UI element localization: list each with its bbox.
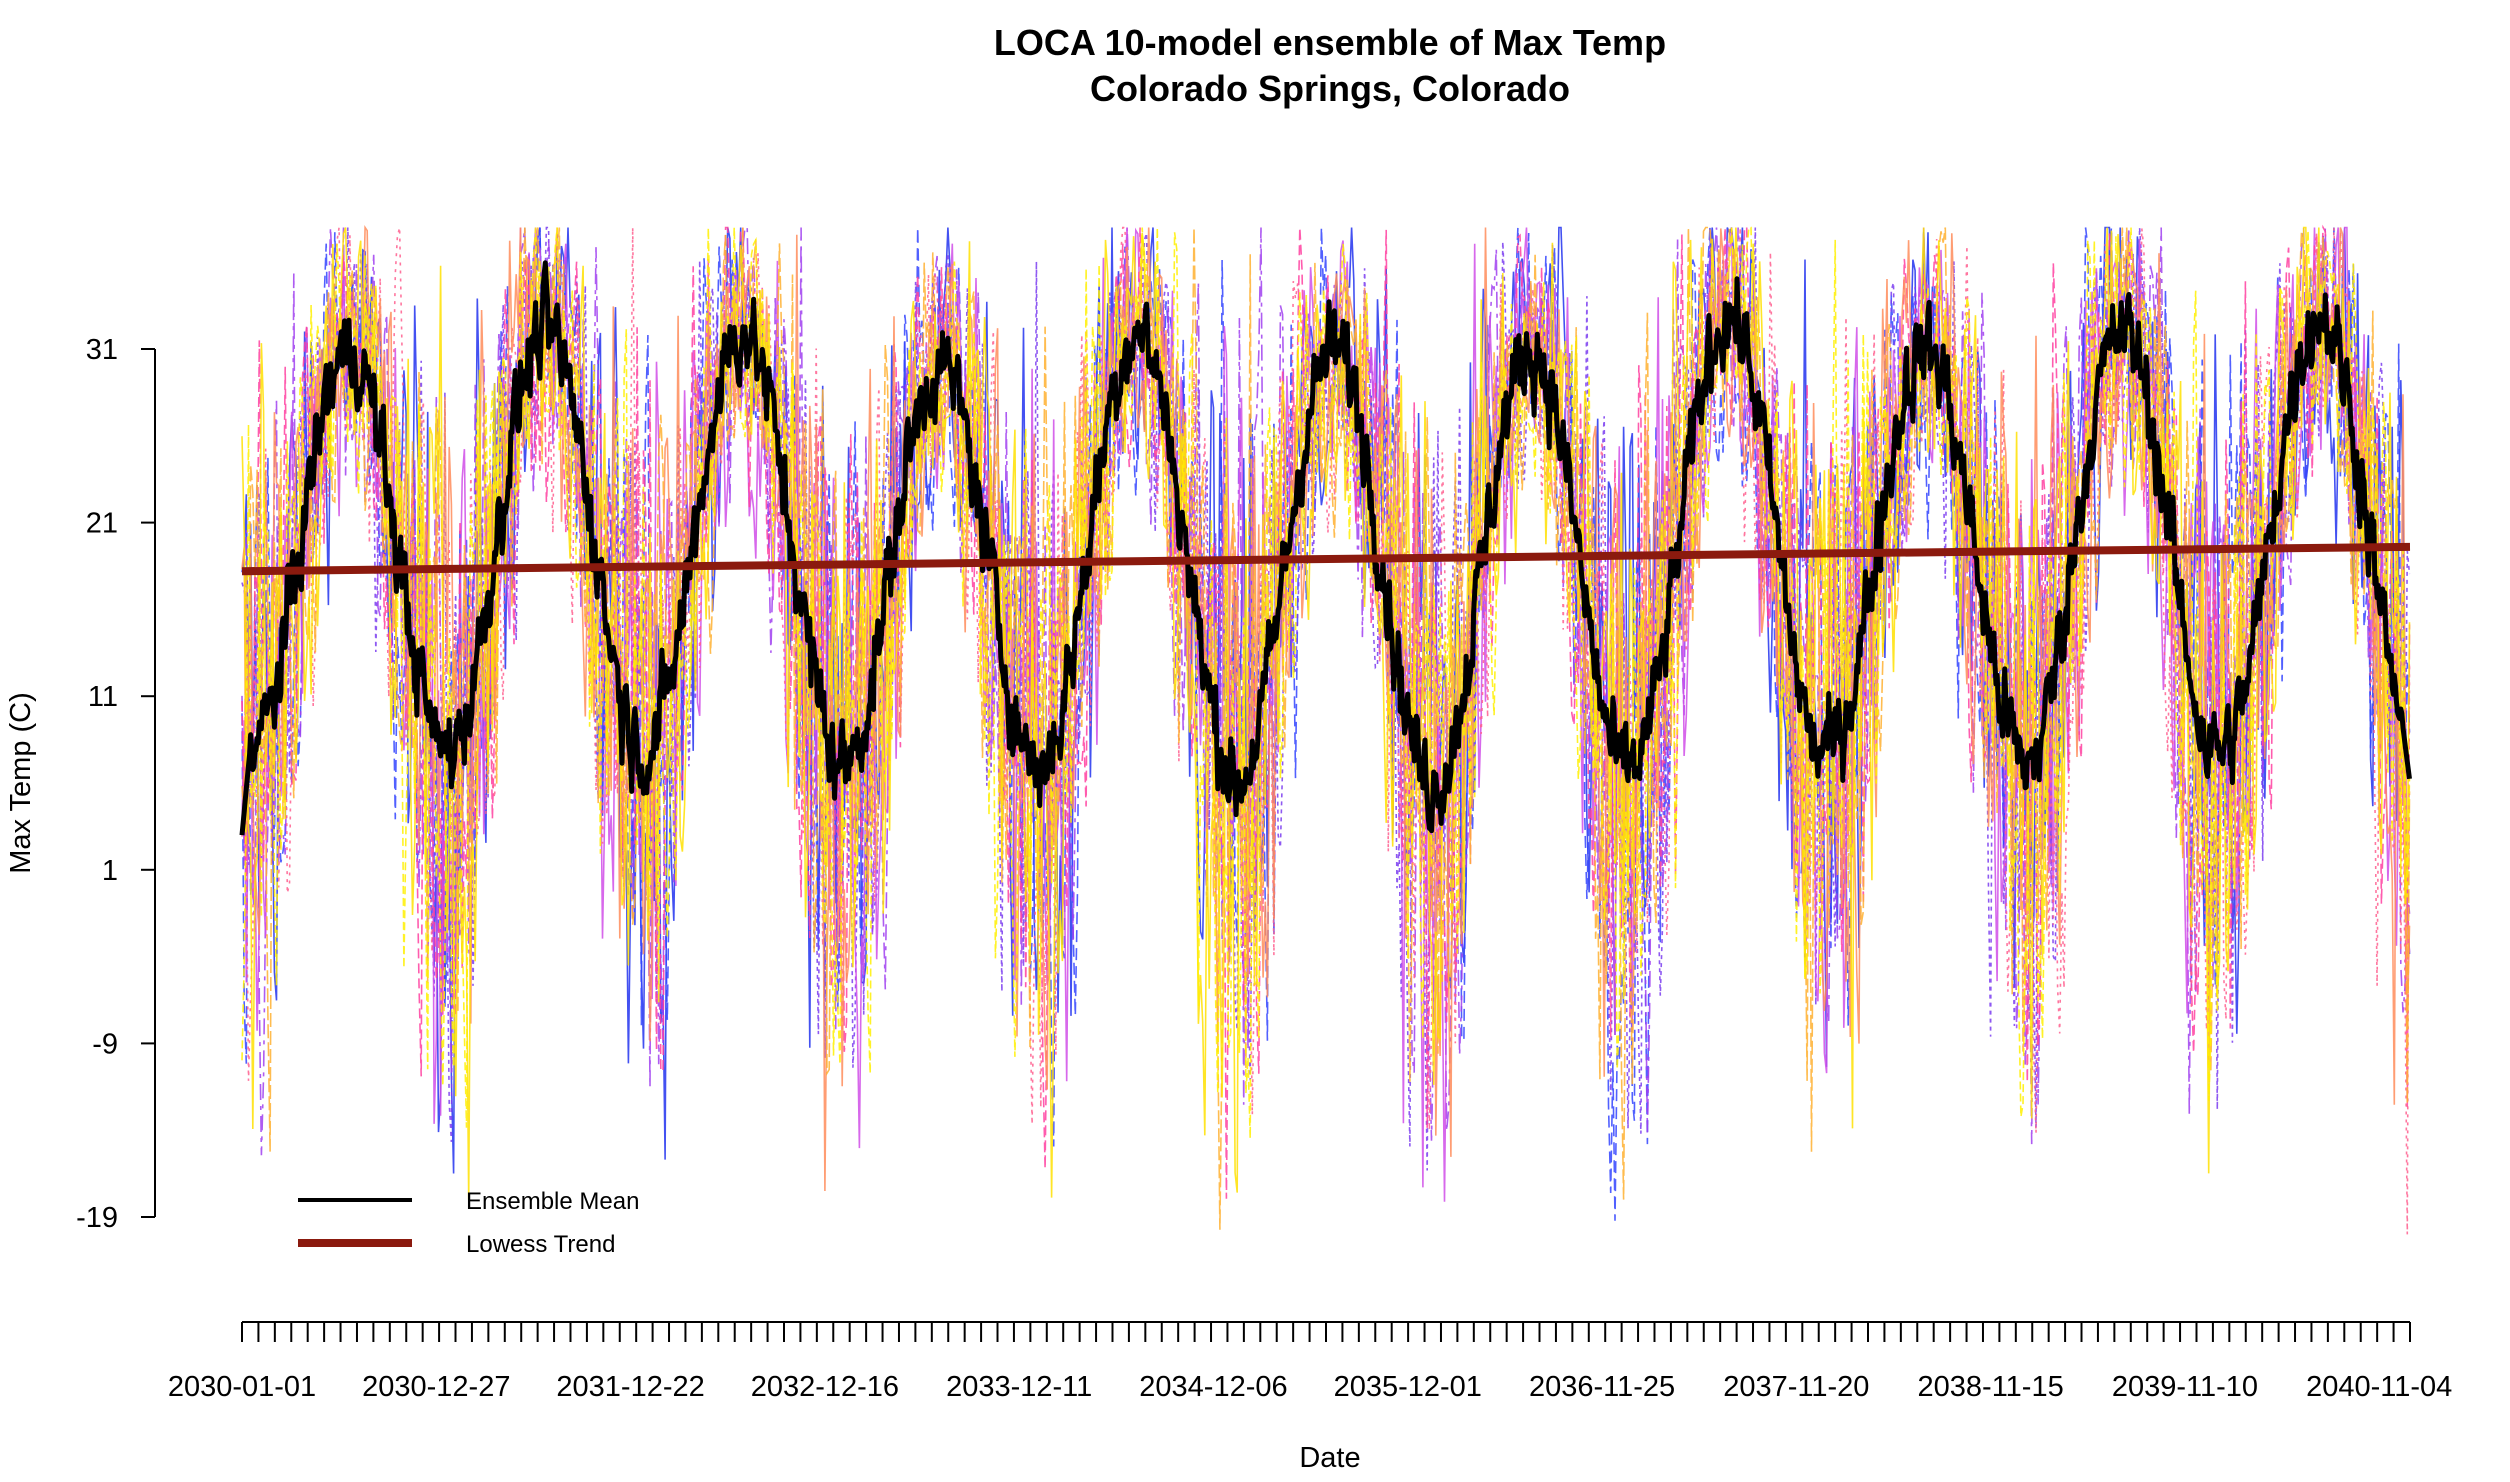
y-tick-label: 31 bbox=[86, 334, 118, 366]
y-tick-label: 1 bbox=[102, 855, 118, 887]
y-tick-label: -19 bbox=[76, 1202, 118, 1234]
x-tick-label: 2033-12-11 bbox=[946, 1371, 1092, 1403]
x-axis: 2030-01-01 2030-12-27 2031-12-22 2032-12-16… bbox=[168, 1321, 2452, 1403]
y-tick-label: 21 bbox=[86, 508, 118, 540]
ensemble-mean-line bbox=[239, 260, 2412, 836]
ensemble-mean-series bbox=[239, 260, 2412, 836]
x-tick-label: 2037-11-20 bbox=[1723, 1371, 1869, 1403]
x-tick-label: 2031-12-22 bbox=[556, 1371, 704, 1403]
lowess-trend-line bbox=[241, 542, 2411, 576]
x-tick-label: 2040-11-04 bbox=[2306, 1371, 2452, 1403]
y-axis-title: Max Temp (C) bbox=[5, 692, 37, 874]
x-tick-label: 2030-01-01 bbox=[168, 1371, 316, 1403]
legend: Ensemble Mean Lowess Trend bbox=[298, 1188, 639, 1258]
x-tick-label: 2030-12-27 bbox=[362, 1371, 510, 1403]
x-tick-label: 2032-12-16 bbox=[751, 1371, 899, 1403]
model-series-line bbox=[241, 226, 2411, 1230]
x-tick-label: 2038-11-15 bbox=[1918, 1371, 2064, 1403]
x-tick-label: 2035-12-01 bbox=[1334, 1371, 1482, 1403]
chart-subtitle: Colorado Springs, Colorado bbox=[1090, 68, 1570, 109]
model-series-line bbox=[241, 226, 2411, 1200]
x-axis-title: Date bbox=[1299, 1442, 1360, 1474]
y-tick-label: -9 bbox=[92, 1028, 118, 1060]
y-tick-label: 11 bbox=[88, 681, 118, 713]
legend-label-lowess-trend: Lowess Trend bbox=[466, 1231, 615, 1258]
x-tick-label: 2036-11-25 bbox=[1529, 1371, 1675, 1403]
x-tick-label: 2039-11-10 bbox=[2112, 1371, 2258, 1403]
x-tick-label: 2034-12-06 bbox=[1139, 1371, 1287, 1403]
chart-title: LOCA 10-model ensemble of Max Temp bbox=[994, 22, 1666, 63]
legend-label-ensemble-mean: Ensemble Mean bbox=[466, 1188, 639, 1215]
